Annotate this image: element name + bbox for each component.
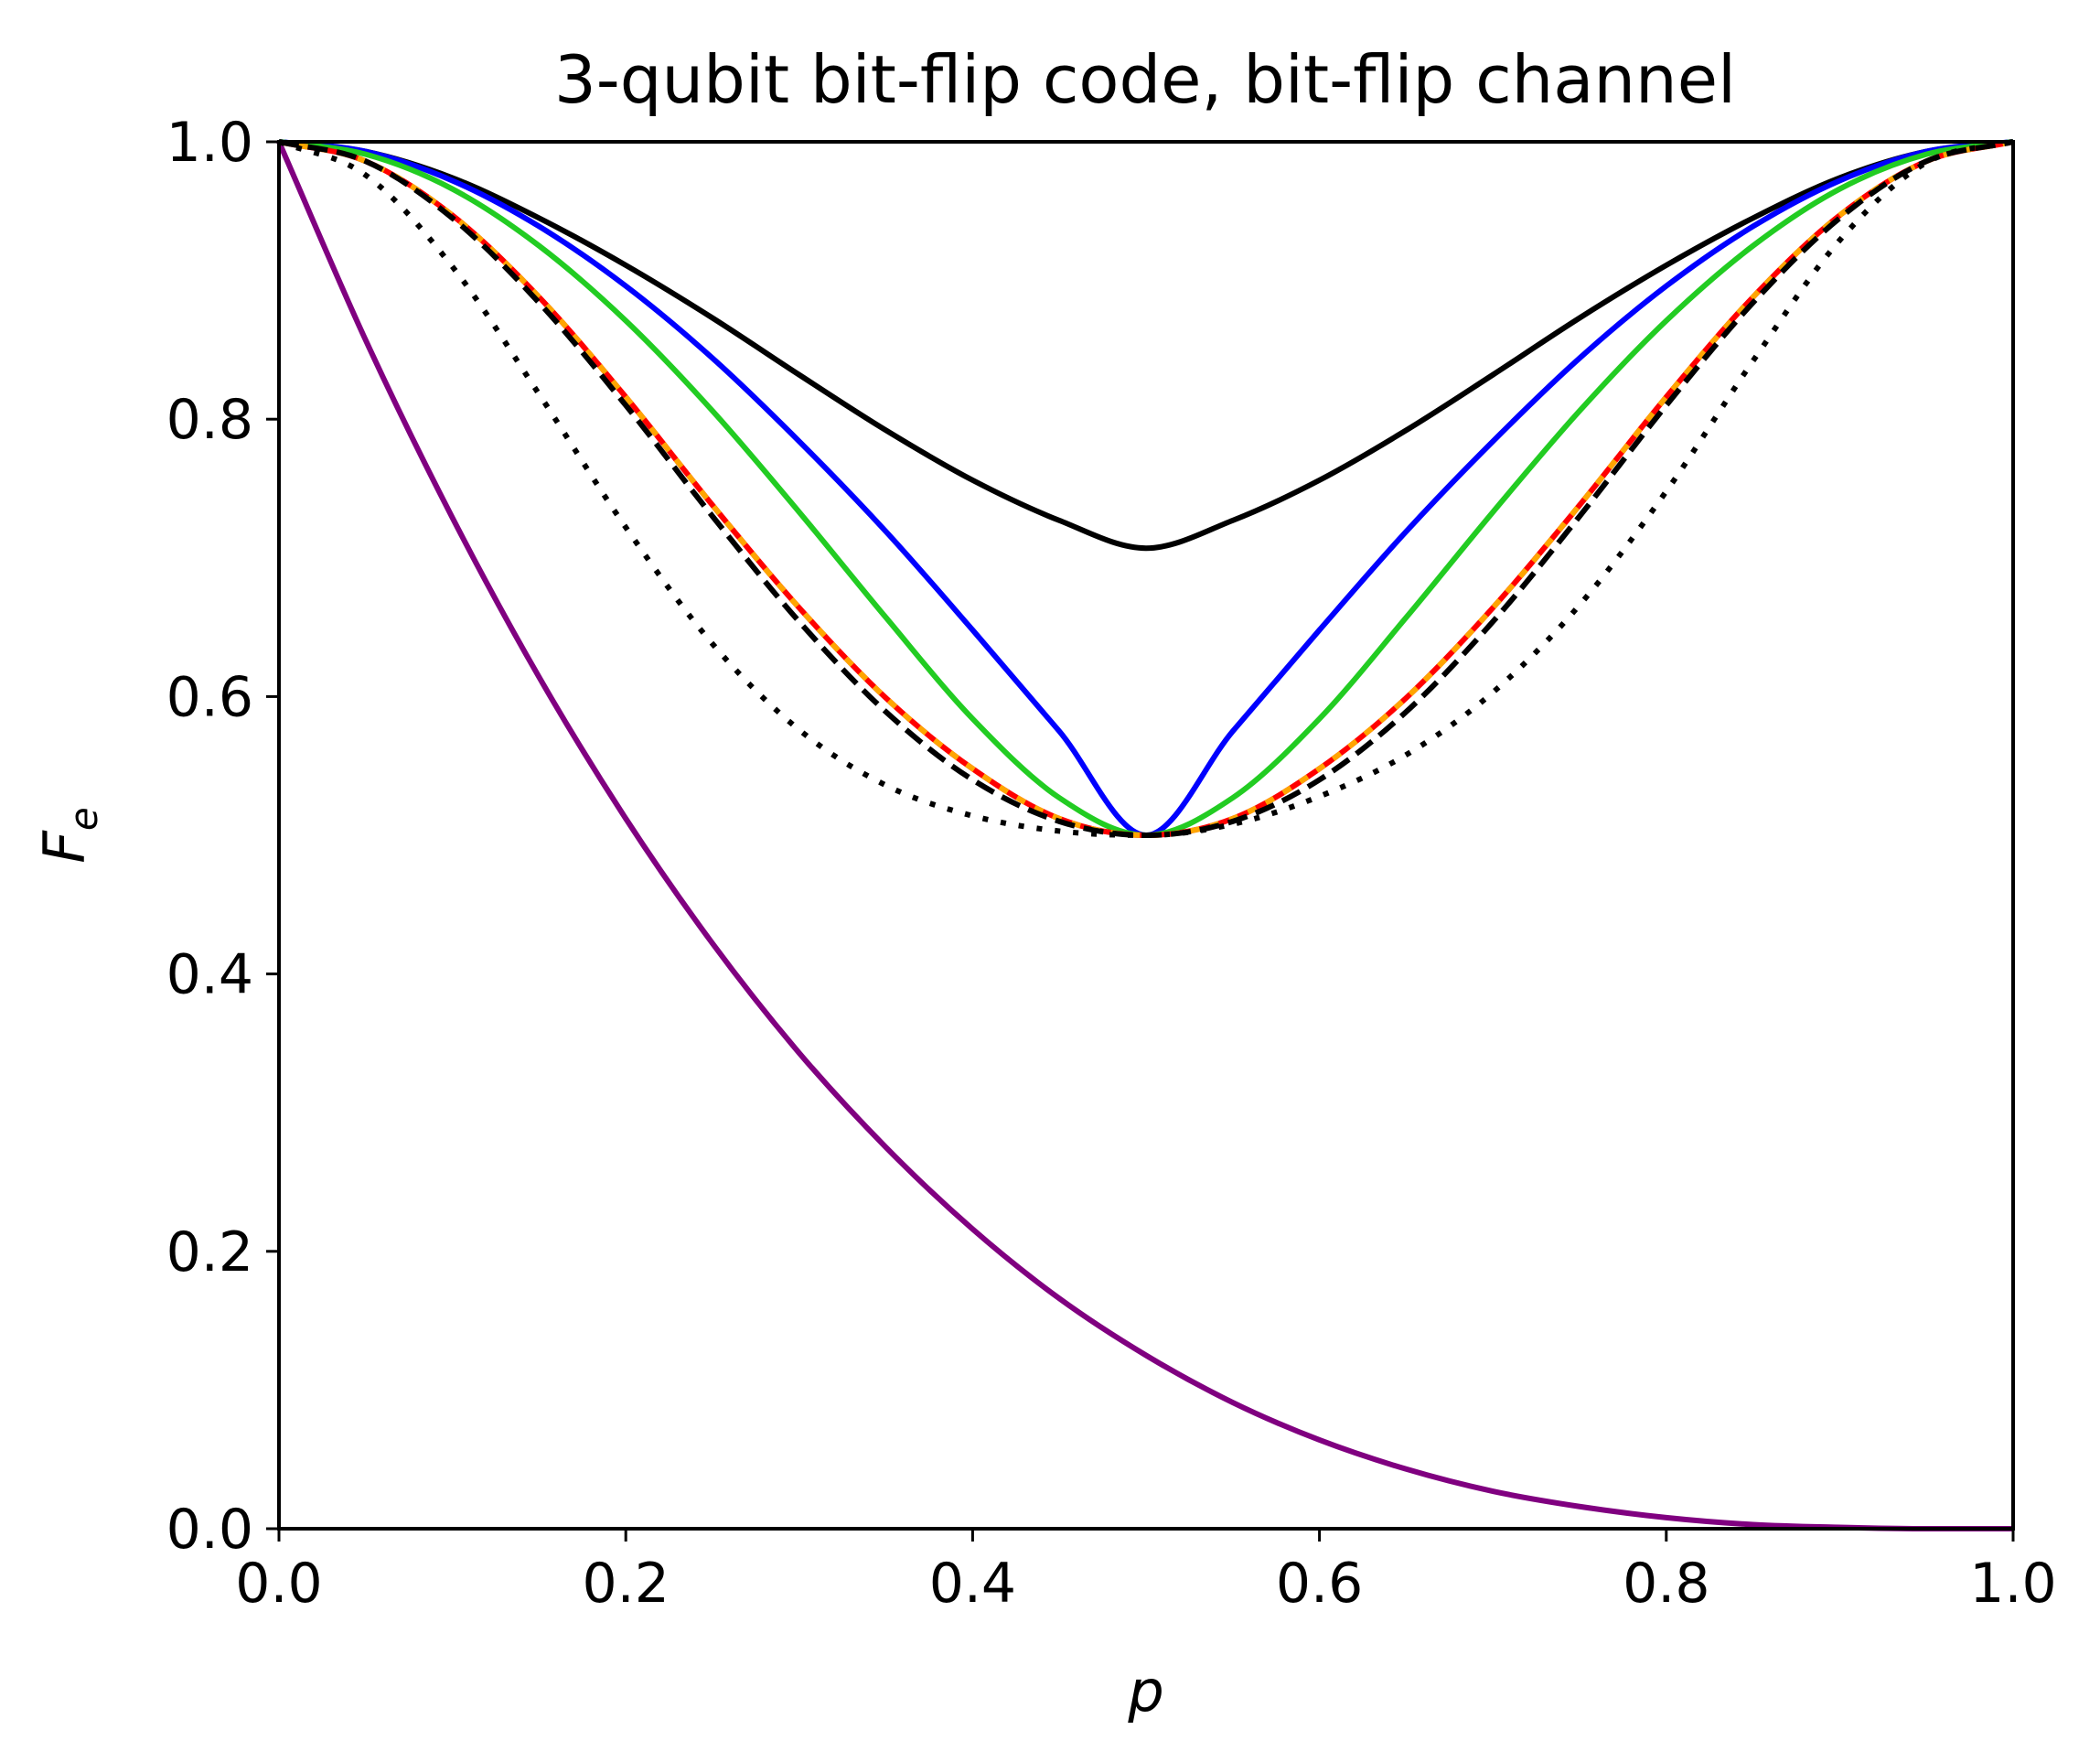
x-tick-label: 0.2 [582,1552,669,1616]
y-tick-label: 0.2 [166,1220,253,1284]
series-line-6 [278,139,2014,838]
x-axis-ticks: 0.0 0.2 0.4 0.6 0.8 1.0 [235,1529,2057,1616]
y-axis-label-main: F [31,830,98,864]
x-tick-label: 0.6 [1276,1552,1363,1616]
plot-frame [277,140,2015,1531]
y-tick-label: 0.6 [166,665,253,729]
series-line-0 [276,140,2013,1532]
x-tick-label: 0.4 [929,1552,1016,1616]
y-axis-label-subscript: e [61,807,106,831]
series-line-5 [278,139,2014,838]
y-tick-label: 0.0 [166,1498,253,1562]
series-line-7 [277,139,2014,838]
series-line-1 [278,139,2014,552]
plot-lines [276,139,2014,1532]
x-tick-label: 0.0 [235,1552,322,1616]
y-tick-label: 0.4 [166,943,253,1007]
x-tick-label: 1.0 [1969,1552,2056,1616]
svg-text:Fe: Fe [31,807,106,864]
y-tick-label: 1.0 [166,111,253,175]
y-axis-ticks: 0.0 0.2 0.4 0.6 0.8 1.0 [166,111,279,1562]
chart-title: 3-qubit bit-flip code, bit-flip channel [554,41,1736,118]
x-tick-label: 0.8 [1623,1552,1709,1616]
x-axis-label: p [1127,1658,1163,1724]
y-tick-label: 0.8 [166,388,253,452]
series-line-3 [278,139,2014,838]
y-axis-label: Fe [31,807,106,864]
